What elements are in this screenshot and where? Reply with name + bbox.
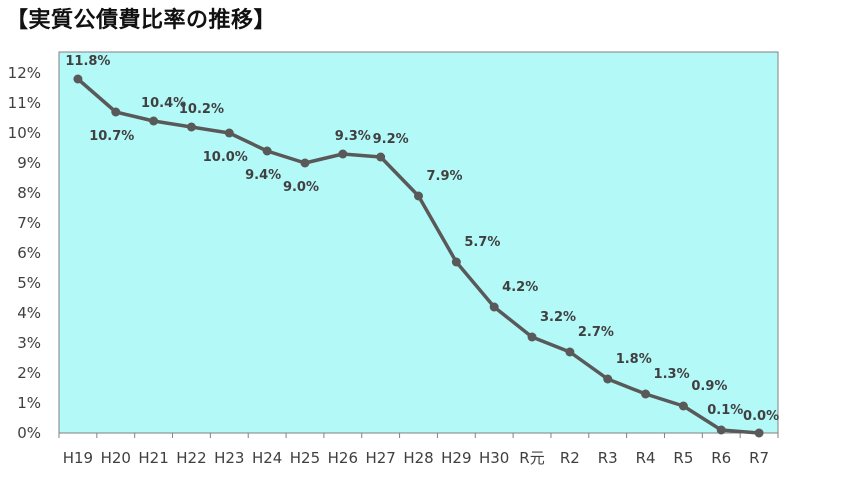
x-tick-label: H22 [176, 449, 206, 467]
x-tick-label: R2 [560, 449, 580, 467]
data-point [338, 149, 348, 159]
x-tick-label: R3 [598, 449, 618, 467]
data-point [716, 425, 726, 435]
x-tick-label: H28 [403, 449, 433, 467]
data-label: 4.2% [502, 280, 538, 295]
plot-area [58, 51, 779, 434]
x-tick-label: R5 [673, 449, 693, 467]
data-label: 1.8% [616, 352, 652, 367]
data-point [451, 257, 461, 267]
y-tick-label: 8% [17, 184, 41, 202]
data-point [376, 152, 386, 162]
data-label: 10.7% [89, 129, 134, 144]
y-tick-label: 7% [17, 214, 41, 232]
series [73, 74, 764, 438]
data-label: 9.4% [245, 168, 281, 183]
chart-title: 【実質公債費比率の推移】 [6, 8, 277, 33]
data-label: 0.9% [691, 379, 727, 394]
y-tick-label: 11% [8, 94, 41, 112]
x-axis: H19 H20 H21 H22 H23 H24 H25 H26 H27 H28 H29 H30 R元 R2… [58, 433, 779, 467]
data-label: 10.0% [203, 150, 248, 165]
x-tick-label: H21 [138, 449, 168, 467]
y-tick-label: 12% [8, 64, 41, 82]
y-tick-label: 10% [8, 124, 41, 142]
y-tick-label: 5% [17, 274, 41, 292]
data-label: 7.9% [427, 169, 463, 184]
x-tick-label: H24 [252, 449, 282, 467]
x-tick-label: H26 [328, 449, 358, 467]
data-label: 1.3% [654, 367, 690, 382]
data-point [224, 128, 234, 138]
data-point [149, 116, 159, 126]
data-label: 5.7% [464, 235, 500, 250]
data-labels: 11.8% 10.7% 10.4%10.2% 10.0% 9.4%9.0% 9.3% 9.2… [65, 54, 779, 424]
data-point [111, 107, 121, 117]
data-label: 10.2% [179, 102, 224, 117]
data-label: 0.0% [743, 409, 779, 424]
y-tick-label: 2% [17, 364, 41, 382]
data-label: 0.1% [707, 403, 743, 418]
data-label: 10.4% [141, 96, 186, 111]
y-axis: 0% 1% 2% 3% 4% 5% 6% 7% 8% 9% 10% 11% 12% [8, 64, 41, 442]
data-point [300, 158, 310, 168]
data-point [262, 146, 272, 156]
x-tick-label: H23 [214, 449, 244, 467]
x-tick-label: H19 [63, 449, 93, 467]
x-tick-label: R4 [636, 449, 656, 467]
data-point [414, 191, 423, 201]
x-tick-label: H30 [479, 449, 509, 467]
x-tick-label: R元 [519, 449, 544, 467]
x-tick-label: R7 [749, 449, 769, 467]
x-tick-label: R6 [711, 449, 731, 467]
data-label: 3.2% [540, 310, 576, 325]
y-tick-label: 4% [17, 304, 41, 322]
data-point [678, 401, 688, 411]
y-tick-label: 3% [17, 334, 41, 352]
data-point [603, 374, 613, 384]
data-label: 11.8% [65, 54, 110, 69]
x-tick-label: H27 [365, 449, 395, 467]
data-point [641, 389, 651, 399]
data-point [565, 347, 575, 357]
y-tick-label: 9% [17, 154, 41, 172]
data-point [186, 122, 196, 132]
data-label: 9.2% [373, 132, 409, 147]
y-tick-label: 0% [17, 424, 41, 442]
data-label: 2.7% [578, 325, 614, 340]
x-tick-label: H25 [290, 449, 320, 467]
x-tick-label: H29 [441, 449, 471, 467]
data-point [73, 74, 83, 84]
data-label: 9.3% [335, 129, 371, 144]
x-tick-label: H20 [101, 449, 131, 467]
data-point [489, 302, 499, 312]
y-tick-label: 6% [17, 244, 41, 262]
data-label: 9.0% [283, 180, 319, 195]
data-point [754, 428, 764, 438]
y-tick-label: 1% [17, 394, 41, 412]
data-point [527, 332, 537, 342]
